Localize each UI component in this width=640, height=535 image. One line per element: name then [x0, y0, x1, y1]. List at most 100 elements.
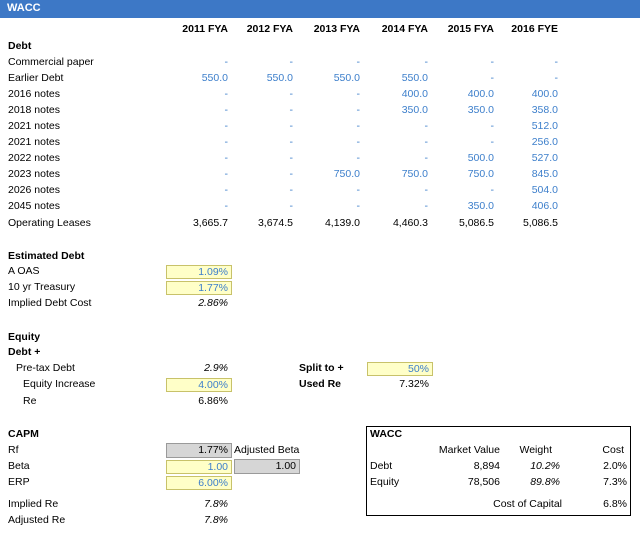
debt-row-label: 2026 notes — [8, 184, 60, 196]
debt-row-cell: - — [289, 184, 294, 196]
debt-row-cell: - — [224, 120, 229, 132]
debt-row-label: 2021 notes — [8, 120, 60, 132]
rf-value: 1.77% — [166, 443, 232, 458]
estimated-debt-title: Estimated Debt — [8, 250, 85, 262]
debt-row-cell: - — [490, 72, 495, 84]
year-header-2015: 2015 FYA — [447, 23, 494, 35]
debt-row-cell: - — [490, 184, 495, 196]
debt-row-label: 2023 notes — [8, 168, 60, 180]
debt-row-cell: - — [289, 104, 294, 116]
debt-row-cell: - — [224, 200, 229, 212]
debt-row-cell: 350.0 — [467, 200, 494, 212]
debt-row-cell: - — [224, 152, 229, 164]
debt-row-cell: - — [289, 56, 294, 68]
debt-row-cell: 750.0 — [467, 168, 494, 180]
year-header-2012: 2012 FYA — [246, 23, 293, 35]
debt-row-cell: - — [356, 200, 361, 212]
wacc-equity-label: Equity — [370, 476, 400, 488]
debt-row-cell: - — [490, 136, 495, 148]
wacc-summary-box — [366, 426, 631, 516]
used-re-label: Used Re — [299, 378, 342, 390]
wacc-debt-market-value: 8,894 — [473, 460, 500, 472]
re-label: Re — [23, 395, 37, 407]
used-re-value: 7.32% — [399, 378, 429, 390]
debt-row-cell: 550.0 — [266, 72, 293, 84]
debt-row-cell: - — [356, 56, 361, 68]
debt-row-cell: - — [424, 184, 429, 196]
debt-row-cell: - — [356, 120, 361, 132]
rf-label: Rf — [8, 444, 19, 456]
debt-row-cell: 406.0 — [531, 200, 558, 212]
debt-row-cell: 256.0 — [531, 136, 558, 148]
pretax-debt-value: 2.9% — [204, 362, 228, 374]
split-label: Split to + — [299, 362, 344, 374]
equity-increase-input[interactable]: 4.00% — [166, 378, 232, 392]
debt-row-cell: 400.0 — [401, 88, 428, 100]
debt-row-label: 2016 notes — [8, 88, 60, 100]
re-value: 6.86% — [198, 395, 228, 407]
debt-row-cell: - — [424, 56, 429, 68]
beta-input[interactable]: 1.00 — [166, 460, 232, 474]
wacc-debt-label: Debt — [370, 460, 393, 472]
cost-header: Cost — [602, 444, 624, 456]
debt-row-label: 2022 notes — [8, 152, 60, 164]
wacc-equity-market-value: 78,506 — [467, 476, 500, 488]
treasury-input[interactable]: 1.77% — [166, 281, 232, 295]
wacc-equity-weight: 89.8% — [530, 476, 560, 488]
debt-row-cell: - — [289, 120, 294, 132]
erp-input[interactable]: 6.00% — [166, 476, 232, 490]
debt-row-cell: 750.0 — [401, 168, 428, 180]
operating-leases-row-cell: 4,139.0 — [324, 217, 360, 229]
debt-row-cell: 845.0 — [531, 168, 558, 180]
debt-row-cell: 358.0 — [531, 104, 558, 116]
split-input[interactable]: 50% — [367, 362, 433, 376]
debt-row-label: Earlier Debt — [8, 72, 64, 84]
operating-leases-row-cell: 5,086.5 — [458, 217, 494, 229]
operating-leases-row-cell: 4,460.3 — [392, 217, 428, 229]
debt-row-cell: 500.0 — [467, 152, 494, 164]
debt-row-cell: - — [424, 120, 429, 132]
debt-row-cell: - — [289, 200, 294, 212]
debt-row-cell: - — [289, 152, 294, 164]
debt-row-cell: - — [289, 136, 294, 148]
debt-plus-label: Debt + — [8, 346, 41, 358]
operating-leases-row-cell: 5,086.5 — [522, 217, 558, 229]
debt-row-label: 2045 notes — [8, 200, 60, 212]
debt-row-cell: - — [424, 152, 429, 164]
debt-row-cell: - — [224, 168, 229, 180]
year-header-2011: 2011 FYA — [182, 23, 228, 35]
debt-row-cell: - — [356, 136, 361, 148]
debt-row-cell: - — [490, 120, 495, 132]
debt-row-cell: - — [289, 168, 294, 180]
debt-row-cell: 550.0 — [201, 72, 228, 84]
wacc-equity-cost: 7.3% — [603, 476, 627, 488]
year-header-2013: 2013 FYA — [313, 23, 360, 35]
debt-row-cell: 400.0 — [531, 88, 558, 100]
oas-input[interactable]: 1.09% — [166, 265, 232, 279]
sheet-title: WACC — [7, 2, 41, 14]
debt-row-cell: 350.0 — [401, 104, 428, 116]
year-header-2014: 2014 FYA — [381, 23, 428, 35]
adjusted-re-value: 7.8% — [204, 514, 228, 526]
debt-row-cell: 504.0 — [531, 184, 558, 196]
cost-of-capital-value: 6.8% — [603, 498, 627, 510]
debt-row-cell: - — [554, 56, 559, 68]
debt-row-cell: 550.0 — [333, 72, 360, 84]
debt-row-cell: 550.0 — [401, 72, 428, 84]
implied-re-label: Implied Re — [8, 498, 59, 510]
wacc-title: WACC — [370, 428, 403, 440]
debt-row-label: Commercial paper — [8, 56, 94, 68]
operating-leases-row-cell: 3,674.5 — [257, 217, 293, 229]
adjusted-beta-label: Adjusted Beta — [234, 444, 300, 456]
pretax-debt-label: Pre-tax Debt — [16, 362, 75, 374]
market-value-header: Market Value — [438, 444, 500, 456]
treasury-label: 10 yr Treasury — [8, 281, 76, 293]
equity-title: Equity — [8, 331, 41, 343]
debt-row-cell: - — [490, 56, 495, 68]
implied-debt-cost-value: 2.86% — [198, 297, 228, 309]
debt-row-cell: - — [356, 184, 361, 196]
debt-row-cell: - — [224, 56, 229, 68]
debt-row-cell: - — [424, 136, 429, 148]
erp-label: ERP — [8, 476, 30, 488]
adjusted-beta-value: 1.00 — [234, 459, 300, 474]
